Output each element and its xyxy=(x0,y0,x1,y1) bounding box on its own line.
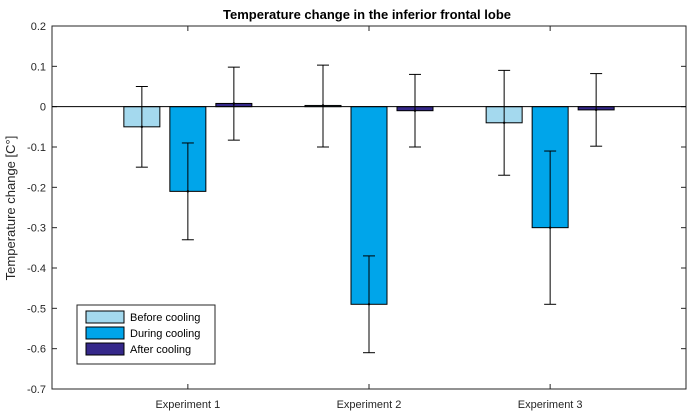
legend-label: Before cooling xyxy=(130,312,200,324)
y-tick-label: -0.3 xyxy=(27,223,46,235)
legend: Before cooling During cooling After coolin… xyxy=(76,304,216,365)
y-tick-label: -0.2 xyxy=(27,182,46,194)
mean-point xyxy=(321,104,325,107)
mean-point xyxy=(594,108,598,112)
legend-swatch xyxy=(85,342,125,356)
legend-swatch xyxy=(85,310,125,324)
y-tick-label: 0.1 xyxy=(31,61,46,73)
x-tick-label: Experiment 1 xyxy=(155,399,220,411)
error-bars-group xyxy=(135,64,603,354)
y-tick-label: -0.4 xyxy=(27,263,46,275)
mean-point xyxy=(548,226,552,229)
mean-point xyxy=(186,190,190,193)
mean-point xyxy=(232,102,236,105)
y-tick-label: 0.2 xyxy=(31,21,46,33)
y-tick-label: 0 xyxy=(40,102,46,114)
y-tick-label: -0.1 xyxy=(27,142,46,154)
legend-label: During cooling xyxy=(130,328,200,340)
x-tick-label: Experiment 3 xyxy=(518,399,583,411)
legend-label: After cooling xyxy=(130,344,191,356)
mean-point xyxy=(502,121,506,125)
mean-point xyxy=(367,303,371,306)
y-tick-label: -0.5 xyxy=(27,303,46,315)
x-axis: Experiment 1 Experiment 2 Experiment 3 xyxy=(155,26,583,411)
y-axis-label: Temperature change [C°] xyxy=(3,136,18,281)
mean-point xyxy=(413,109,417,112)
mean-point xyxy=(140,125,144,129)
legend-swatch xyxy=(85,326,125,340)
y-tick-label: -0.6 xyxy=(27,344,46,356)
y-tick-label: -0.7 xyxy=(27,384,46,396)
chart-title: Temperature change in the inferior front… xyxy=(223,7,511,22)
x-tick-label: Experiment 2 xyxy=(337,399,402,411)
